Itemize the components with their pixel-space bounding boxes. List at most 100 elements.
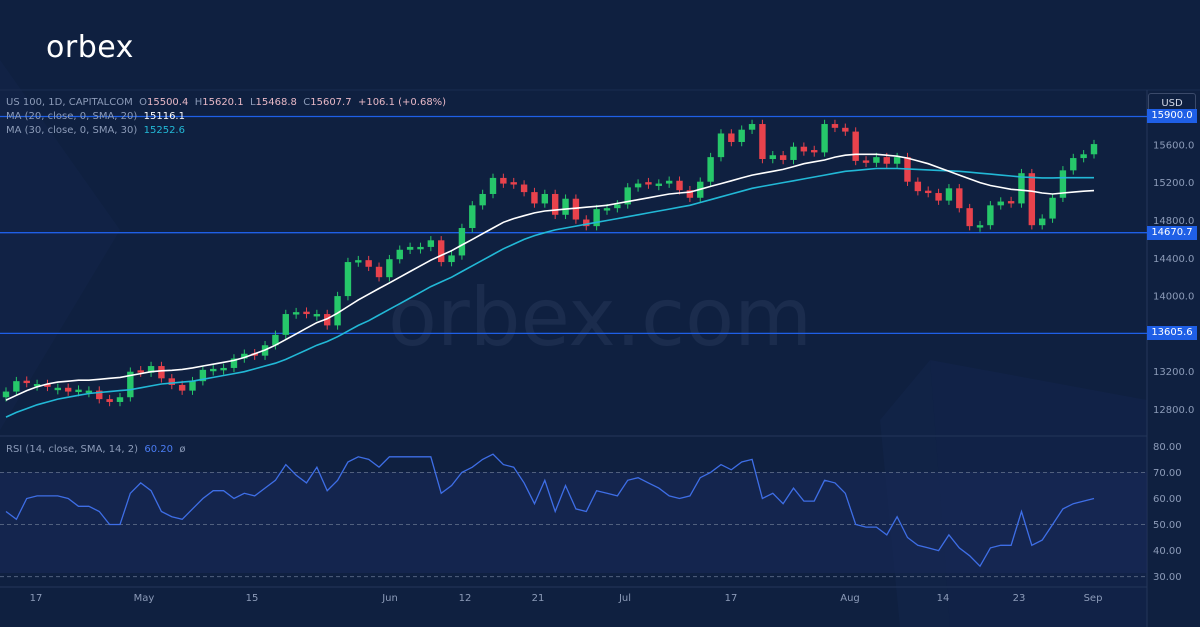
candle-body (365, 260, 372, 267)
candle-body (64, 387, 72, 392)
candle-body (303, 311, 310, 315)
candle-body (313, 314, 321, 317)
candle-body (686, 190, 694, 198)
candle-body (852, 131, 859, 161)
rsi-line (5, 453, 1095, 568)
candle-body (510, 182, 517, 185)
candle-body (106, 399, 113, 402)
legend-ma30-value: 15252.6 (143, 125, 185, 136)
level-tag-13605: 13605.6 (1147, 326, 1197, 341)
candle-body (779, 155, 787, 160)
legend-ma20: MA (20, close, 0, SMA, 20) 15116.1 (6, 111, 185, 122)
candle-body (158, 366, 165, 379)
x-tick-label: 14 (937, 593, 950, 604)
legend-low-label: L (249, 97, 256, 108)
candle-body (800, 146, 808, 152)
legend-close: 15607.7 (310, 97, 352, 108)
x-tick-label: Jul (618, 593, 631, 604)
legend-ma20-value: 15116.1 (143, 111, 185, 122)
candle-body (531, 192, 538, 204)
candle-body (127, 371, 134, 398)
candle-body (873, 157, 880, 163)
candle-body (603, 208, 611, 211)
candle-body (1070, 158, 1077, 171)
legend-low: 15468.8 (255, 97, 297, 108)
rsi-band (0, 472, 1147, 573)
candle-body (665, 180, 673, 184)
level-tag-14670: 14670.7 (1147, 225, 1197, 240)
ma20-line (5, 153, 1095, 401)
candle-body (976, 225, 984, 228)
x-tick-label: 23 (1013, 593, 1026, 604)
candle-body (13, 381, 20, 392)
price-tick-label: 12800.0 (1153, 405, 1194, 416)
rsi-tick-label: 80.00 (1153, 442, 1182, 453)
candle-body (1059, 170, 1067, 198)
x-tick-label: Sep (1084, 593, 1103, 604)
candle-body (116, 397, 124, 402)
candle-body (707, 157, 714, 182)
candle-body (925, 190, 932, 194)
candle-body (1038, 218, 1046, 226)
price-tick-label: 15600.0 (1153, 140, 1194, 151)
candle-body (272, 334, 279, 346)
candle-body (386, 259, 393, 278)
candle-body (85, 390, 93, 393)
legend-high-label: H (194, 97, 203, 108)
candle-body (1080, 154, 1087, 159)
candle-body (23, 380, 30, 384)
x-tick-label: 17 (30, 593, 43, 604)
rsi-tick-label: 30.00 (1153, 572, 1182, 583)
candle-body (966, 208, 973, 227)
legend-price: US 100, 1D, CAPITALCOM O15500.4 H15620.1… (6, 97, 446, 108)
legend-ma20-label: MA (20, close, 0, SMA, 20) (6, 111, 138, 122)
candle-body (44, 384, 51, 387)
candle-body (956, 188, 963, 209)
candle-body (96, 390, 103, 400)
candle-body (583, 219, 590, 227)
legend-open-label: O (139, 97, 147, 108)
candle-body (1049, 197, 1056, 219)
x-tick-label: 21 (532, 593, 545, 604)
candle-body (821, 124, 828, 153)
candle-body (572, 198, 580, 220)
candle-body (178, 384, 186, 391)
candle-body (75, 389, 82, 393)
candle-body (593, 209, 600, 227)
candle-body (541, 193, 549, 204)
candle-body (500, 177, 507, 184)
candle-body (396, 249, 403, 260)
candle-body (324, 314, 331, 326)
candle-body (199, 369, 207, 382)
candle-body (168, 378, 175, 385)
candle-body (624, 187, 631, 205)
candle-body (748, 124, 756, 130)
candle-body (645, 182, 652, 185)
candle-body (2, 391, 10, 398)
candle-body (54, 387, 62, 391)
legend-open: 15500.4 (146, 97, 189, 108)
legend-rsi: RSI (14, close, SMA, 14, 2) 60.20 ø (6, 444, 186, 455)
x-tick-label: 17 (725, 593, 738, 604)
candle-body (997, 201, 1004, 206)
candle-body (344, 262, 352, 297)
candle-body (458, 228, 466, 256)
candle-body (427, 240, 435, 247)
candle-body (479, 193, 486, 206)
candle-body (562, 198, 569, 215)
candle-body (137, 370, 144, 373)
candle-body (210, 368, 217, 372)
candle-body (945, 188, 953, 201)
candle-body (469, 205, 476, 229)
candle-body (520, 184, 528, 193)
candle-body (406, 246, 414, 250)
candle-body (438, 240, 445, 263)
candle-body (883, 157, 890, 164)
candle-body (676, 180, 683, 191)
legend-high: 15620.1 (202, 97, 244, 108)
legend-ma30: MA (30, close, 0, SMA, 30) 15252.6 (6, 125, 185, 136)
candle-body (842, 127, 849, 132)
candle-body (987, 205, 994, 226)
watermark-text: orbex.com (388, 271, 812, 364)
